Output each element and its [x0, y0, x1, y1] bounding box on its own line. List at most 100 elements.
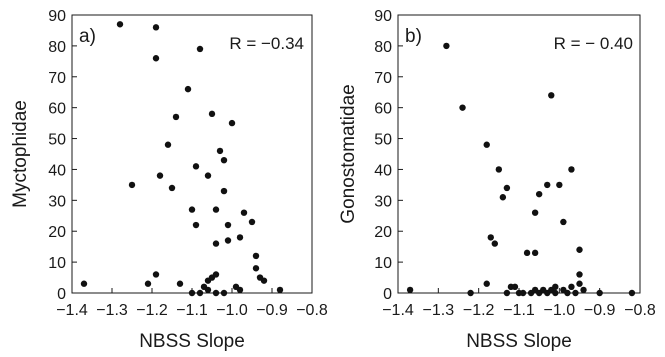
x-tick-label: −1.1 [176, 302, 208, 319]
data-point [184, 85, 192, 93]
y-tick-label: 30 [48, 193, 66, 210]
y-tick-label: 0 [383, 286, 392, 303]
data-point [224, 237, 232, 244]
data-point [240, 209, 248, 216]
x-tick-label: −1.1 [503, 302, 535, 319]
data-point [443, 42, 450, 50]
data-point [576, 271, 583, 278]
data-point [576, 246, 583, 253]
data-point [152, 271, 160, 278]
x-tick-label: −1.2 [136, 302, 168, 319]
data-point [495, 166, 503, 173]
panel-b-r-annotation: R = − 0.40 [554, 34, 633, 53]
data-point [503, 184, 511, 192]
panel-b-label: b) [405, 26, 422, 47]
data-point [491, 240, 498, 247]
data-point [499, 194, 507, 201]
data-point [564, 289, 571, 297]
y-tick-label: 20 [374, 224, 392, 241]
data-point [212, 289, 220, 297]
data-point [248, 218, 256, 226]
y-tick-label: 90 [48, 8, 66, 25]
data-point [483, 141, 490, 148]
data-point [192, 221, 200, 229]
data-point [511, 283, 519, 291]
data-point [220, 156, 228, 164]
data-point [548, 92, 555, 99]
panel-b-y-axis-label: Gonostomatidae [338, 84, 359, 223]
panel-a-frame [71, 14, 313, 294]
data-point [204, 286, 212, 294]
panel-b: −1.4 −1.3 −1.2 −1.1 −1.0 −0.9 −0.8 0 10 20 30 40 50… [338, 8, 656, 352]
x-tick-label: −0.8 [296, 302, 328, 319]
panel-a-label: a) [79, 26, 96, 47]
data-point [252, 252, 260, 260]
data-point [128, 181, 136, 189]
data-point [192, 163, 200, 170]
data-point [572, 289, 579, 297]
data-point [552, 283, 559, 291]
y-tick-label: 30 [374, 193, 392, 210]
panel-a-x-ticks: −1.4 −1.3 −1.2 −1.1 −1.0 −0.9 −0.8 [56, 288, 328, 319]
x-tick-label: −0.9 [584, 302, 616, 319]
data-point [236, 234, 244, 241]
data-point [560, 218, 567, 226]
data-point [216, 147, 224, 155]
data-point [544, 181, 551, 189]
data-point [212, 206, 220, 213]
data-point [467, 289, 474, 297]
y-tick-label: 60 [374, 101, 392, 118]
y-tick-label: 20 [48, 224, 66, 241]
data-point [168, 184, 176, 192]
data-point [208, 110, 216, 118]
y-tick-label: 10 [48, 255, 66, 272]
data-point [236, 286, 244, 294]
y-tick-label: 80 [374, 39, 392, 56]
panel-b-x-ticks: −1.4 −1.3 −1.2 −1.1 −1.0 −0.9 −0.8 [382, 288, 656, 319]
x-tick-label: −0.8 [624, 302, 656, 319]
data-point [224, 221, 232, 229]
data-point [568, 283, 575, 291]
data-point [523, 249, 531, 257]
panel-b-x-axis-label: NBSS Slope [466, 331, 572, 352]
data-point [406, 286, 414, 294]
data-point [596, 289, 603, 297]
data-point [144, 280, 152, 287]
data-point [503, 289, 511, 297]
x-tick-label: −0.9 [256, 302, 288, 319]
data-point [220, 289, 228, 297]
data-point [487, 234, 494, 241]
data-point [531, 209, 539, 216]
data-point [519, 289, 527, 297]
panel-a-y-axis-label: Myctophidae [10, 100, 31, 208]
data-point [459, 104, 466, 111]
data-point [276, 286, 284, 294]
y-tick-label: 50 [374, 132, 392, 149]
data-point [188, 289, 196, 297]
data-point [176, 280, 184, 287]
data-point [556, 181, 563, 189]
data-point [156, 172, 164, 179]
panel-a: −1.4 −1.3 −1.2 −1.1 −1.0 −0.9 −0.8 0 10 20 30 40 50… [10, 8, 328, 352]
data-point [212, 240, 220, 247]
panel-b-frame [397, 14, 641, 294]
data-point [628, 289, 636, 297]
data-point [152, 24, 160, 31]
y-tick-label: 70 [374, 70, 392, 87]
data-point [196, 45, 204, 53]
data-point [196, 289, 204, 297]
data-point [260, 277, 268, 284]
y-tick-label: 80 [48, 39, 66, 56]
data-point [188, 206, 196, 213]
y-tick-label: 60 [48, 101, 66, 118]
data-point [531, 249, 539, 257]
data-point [164, 141, 172, 148]
panel-a-r-annotation: R = −0.34 [229, 34, 304, 53]
x-tick-label: −1.2 [463, 302, 495, 319]
x-tick-label: −1.3 [96, 302, 128, 319]
x-tick-label: −1.3 [423, 302, 455, 319]
data-point [252, 265, 260, 272]
y-tick-label: 40 [374, 162, 392, 179]
y-tick-label: 50 [48, 132, 66, 149]
